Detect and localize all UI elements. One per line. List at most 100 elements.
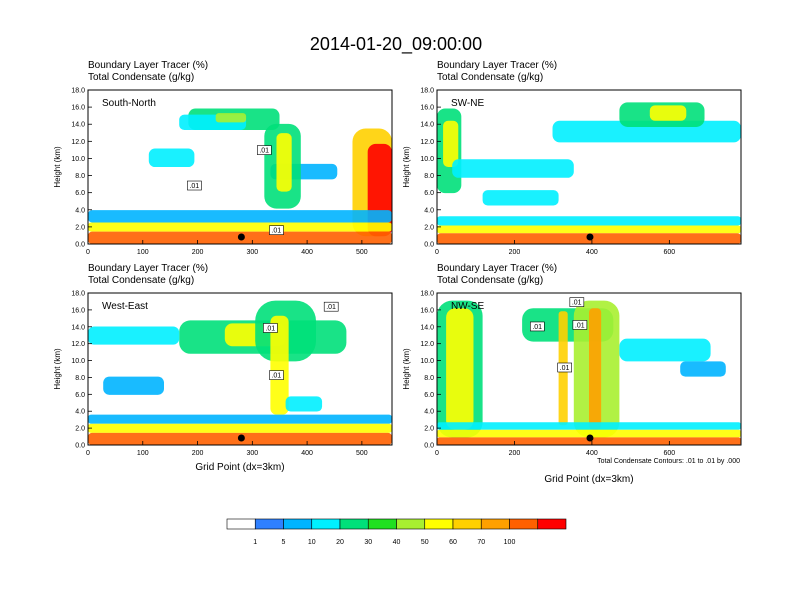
field-layer	[437, 90, 741, 244]
panel-name: SW-NE	[451, 98, 484, 109]
y-tick-label: 12.0	[420, 139, 434, 146]
contour-note: Total Condensate Contours: .01 to .01 by…	[597, 458, 740, 465]
x-tick-label: 200	[192, 450, 204, 457]
y-tick-label: 4.0	[75, 207, 85, 214]
x-axis-title-left: Grid Point (dx=3km)	[195, 462, 284, 473]
y-tick-label: 2.0	[424, 224, 434, 231]
colorbar-swatch	[339, 518, 369, 530]
colorbar-swatch	[424, 518, 454, 530]
x-tick-label: 300	[246, 249, 258, 256]
field-patch	[88, 210, 392, 223]
x-tick-label: 500	[356, 450, 368, 457]
y-tick-label: 10.0	[420, 358, 434, 365]
x-tick-label: 500	[356, 249, 368, 256]
field-patch	[649, 105, 687, 121]
condensate-label: Total Condensate (g/kg)	[88, 72, 194, 83]
y-tick-label: 6.0	[75, 392, 85, 399]
colorbar-label: 50	[421, 539, 429, 546]
field-patch	[215, 113, 247, 123]
x-tick-label: 100	[137, 450, 149, 457]
y-tick-label: 16.0	[420, 105, 434, 112]
plot-frame	[87, 292, 393, 446]
y-tick-label: 0.0	[424, 242, 434, 249]
y-tick-label: 6.0	[75, 190, 85, 197]
y-tick-label: 0.0	[75, 242, 85, 249]
contour-label: .01	[271, 373, 281, 380]
colorbar-label: 20	[336, 539, 344, 546]
panel-name: South-North	[102, 98, 156, 109]
x-tick-label: 300	[246, 450, 258, 457]
colorbar-swatch	[509, 518, 539, 530]
x-tick-label: 100	[137, 249, 149, 256]
location-marker	[237, 434, 245, 442]
x-axis-title-right: Grid Point (dx=3km)	[544, 474, 633, 485]
colorbar: 1 5 10 20 30 40 50 60 70 100	[226, 518, 567, 546]
x-tick-label: 0	[435, 450, 439, 457]
field-patch	[88, 326, 180, 345]
y-tick-label: 4.0	[424, 207, 434, 214]
plot-frame	[436, 292, 742, 446]
contour-label: .01	[265, 325, 275, 332]
y-tick-label: 16.0	[71, 105, 85, 112]
condensate-label: Total Condensate (g/kg)	[437, 275, 543, 286]
x-tick-label: 400	[301, 450, 313, 457]
colorbar-swatch	[452, 518, 482, 530]
colorbar-swatch	[480, 518, 510, 530]
contour-label-box	[269, 370, 284, 380]
colorbar-swatch	[311, 518, 341, 530]
chart-title: 2014-01-20_09:00:00	[310, 34, 482, 55]
x-tick-label: 200	[509, 249, 521, 256]
field-patch	[680, 361, 726, 377]
y-axis-title: Height (km)	[53, 348, 62, 390]
panel-nw-se: Boundary Layer Tracer (%)Total Condensat…	[402, 263, 742, 457]
y-tick-label: 2.0	[75, 224, 85, 231]
y-tick-label: 12.0	[71, 139, 85, 146]
y-tick-label: 6.0	[424, 392, 434, 399]
x-tick-label: 400	[586, 249, 598, 256]
x-tick-label: 600	[664, 450, 676, 457]
y-tick-label: 16.0	[71, 307, 85, 314]
colorbar-label: 30	[364, 539, 372, 546]
y-tick-label: 8.0	[424, 173, 434, 180]
colorbar-label: 5	[282, 539, 286, 546]
field-patch	[589, 308, 602, 430]
colorbar-label: 10	[308, 539, 316, 546]
y-tick-label: 14.0	[71, 122, 85, 129]
y-tick-label: 16.0	[420, 307, 434, 314]
y-tick-label: 4.0	[424, 409, 434, 416]
y-tick-label: 18.0	[420, 291, 434, 298]
contour-label: .01	[572, 300, 582, 307]
y-tick-label: 14.0	[420, 324, 434, 331]
colorbar-swatch	[367, 518, 397, 530]
y-tick-label: 10.0	[71, 358, 85, 365]
field-patch	[148, 148, 195, 167]
location-marker	[237, 233, 245, 241]
contour-label-box	[572, 320, 588, 330]
field-layer: .01 .01 .01	[88, 293, 392, 445]
colorbar-label: 60	[449, 539, 457, 546]
y-tick-label: 6.0	[424, 190, 434, 197]
y-tick-label: 18.0	[420, 88, 434, 95]
field-patch	[437, 422, 741, 430]
y-tick-label: 14.0	[71, 324, 85, 331]
colorbar-label: 1	[253, 539, 257, 546]
y-tick-label: 18.0	[71, 88, 85, 95]
contour-label: .01	[326, 304, 336, 311]
x-tick-label: 200	[192, 249, 204, 256]
contour-label: .01	[532, 324, 542, 331]
x-tick-label: 0	[86, 249, 90, 256]
field-layer: .01 .01 .01 .01	[437, 293, 741, 445]
condensate-label: Total Condensate (g/kg)	[88, 275, 194, 286]
y-tick-label: 18.0	[71, 291, 85, 298]
plot-frame	[436, 89, 742, 245]
panel-name: NW-SE	[451, 301, 484, 312]
contour-label-box	[263, 323, 278, 333]
y-tick-label: 8.0	[75, 375, 85, 382]
y-axis-title: Height (km)	[402, 146, 411, 188]
field-patch	[88, 414, 392, 424]
contour-label-box	[569, 297, 585, 307]
y-tick-label: 10.0	[420, 156, 434, 163]
y-tick-label: 2.0	[424, 426, 434, 433]
tracer-label: Boundary Layer Tracer (%)	[88, 60, 208, 71]
tracer-label: Boundary Layer Tracer (%)	[437, 263, 557, 274]
